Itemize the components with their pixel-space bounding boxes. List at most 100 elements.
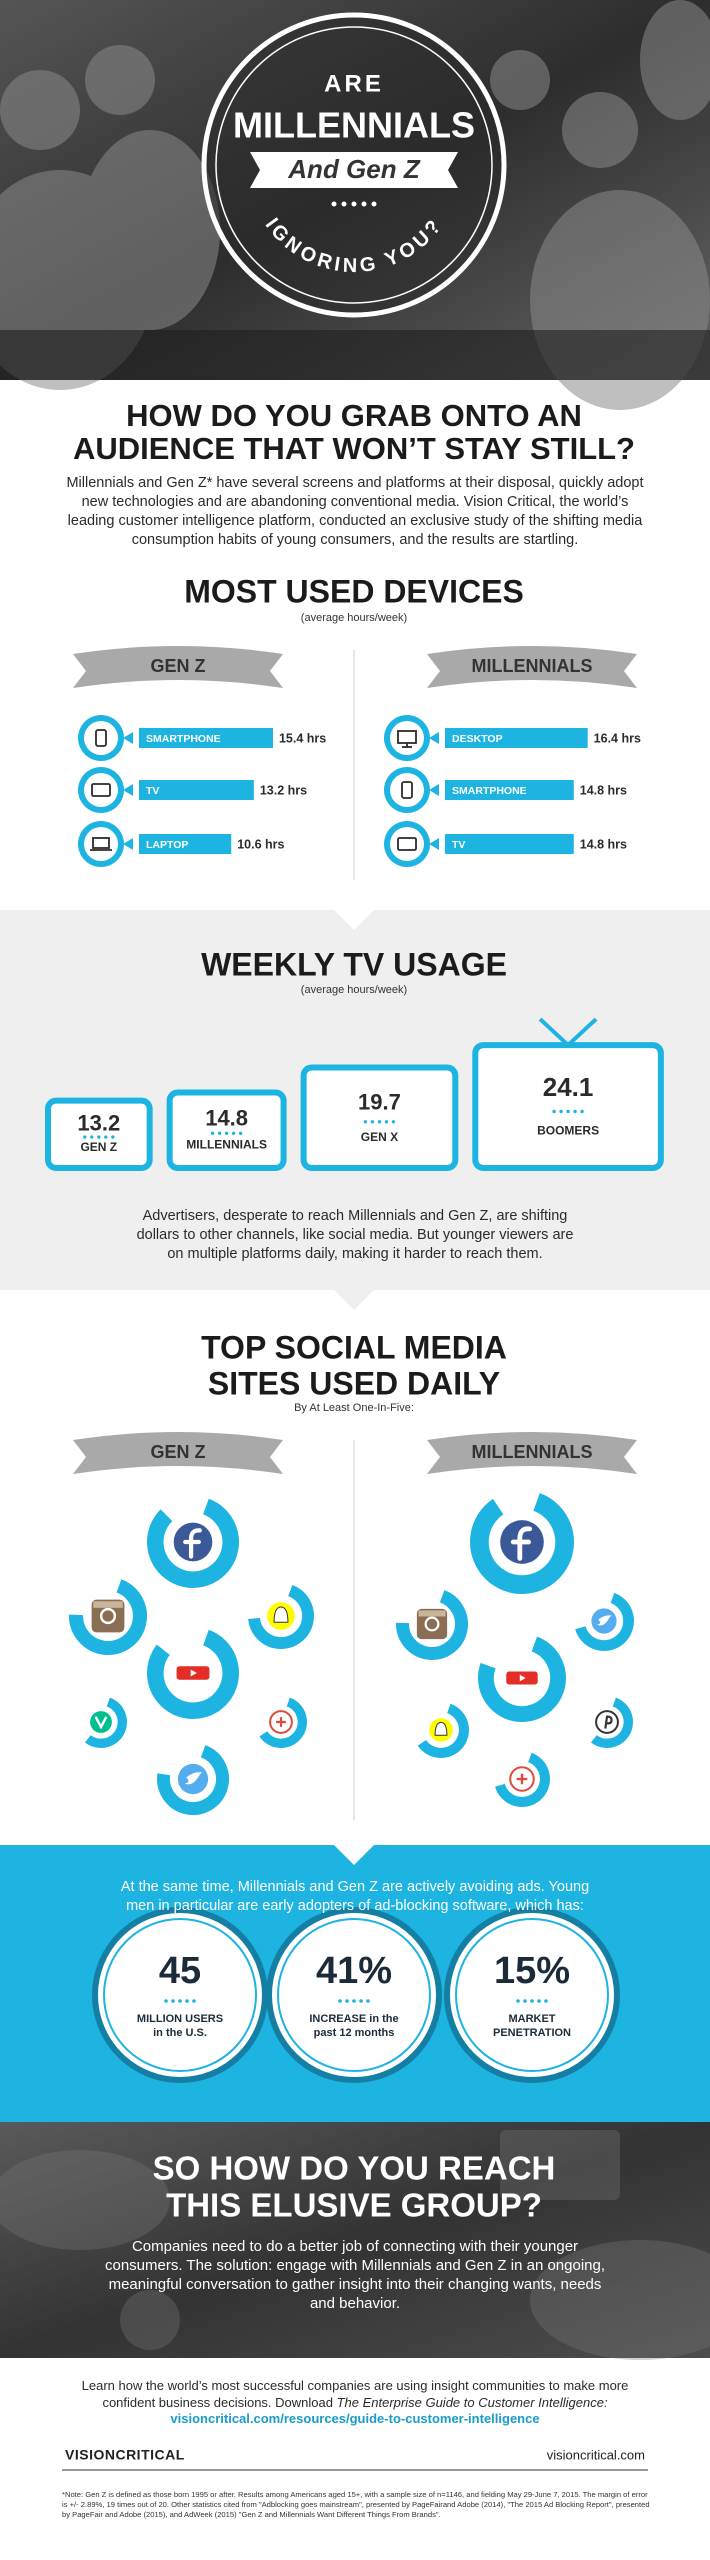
value-label: 15.4 hrs (279, 731, 326, 745)
logo-mark (510, 1526, 533, 1561)
value-label: 13.2 hrs (260, 783, 307, 797)
device-badge (429, 784, 439, 796)
logo-mark (516, 1773, 528, 1785)
stat-dot (338, 1999, 342, 2003)
tv-dot (566, 1109, 570, 1114)
tv-dot (370, 1120, 375, 1124)
stat-dot (185, 1999, 189, 2003)
bar-label: SMARTPHONE (146, 733, 221, 745)
stat-dot (345, 1999, 349, 2003)
ring (478, 1636, 566, 1722)
stat-circle-inner (277, 1918, 431, 2072)
tv-label: BOOMERS (537, 1123, 599, 1137)
stat-dot (178, 1999, 182, 2003)
social-title: TOP SOCIAL MEDIA (201, 1329, 507, 1365)
logo-mark (190, 1669, 197, 1677)
stat-dot (366, 1999, 370, 2003)
stat-value: 45 (159, 1950, 201, 1992)
ring (396, 1590, 468, 1660)
tv-dot (104, 1135, 108, 1139)
bar (139, 834, 232, 854)
device-badge (123, 732, 133, 744)
stat-label: past 12 months (314, 2027, 395, 2039)
logo-mark (99, 1607, 117, 1625)
bar (139, 728, 273, 748)
ring (470, 1493, 574, 1594)
bar-label: DESKTOP (452, 733, 503, 745)
stat-circle (444, 1907, 620, 2083)
logo-mark (418, 1610, 446, 1617)
ribbon (73, 646, 283, 688)
tv-dot (363, 1120, 368, 1124)
stat-label: MILLION USERS (137, 2013, 223, 2025)
bar (445, 728, 588, 748)
tv-dot (238, 1131, 243, 1135)
footnote: *Note: Gen Z is defined as those born 19… (62, 2490, 650, 2519)
logo-mark (273, 1606, 289, 1623)
tv-value: 24.1 (543, 1072, 594, 1102)
tv-label: GEN X (361, 1130, 398, 1144)
ring (248, 1585, 314, 1649)
tv-dot (210, 1131, 215, 1135)
logo-mark (424, 1616, 440, 1632)
device-icon (401, 781, 413, 799)
device-badge-inner (84, 827, 118, 861)
tv-label: GEN Z (80, 1140, 117, 1154)
logo-mark (604, 1715, 613, 1729)
intro-text: Millennials and Gen Z* have several scre… (66, 475, 644, 548)
tv-value: 13.2 (77, 1111, 120, 1136)
stat-circle (266, 1907, 442, 2083)
tv-dot (559, 1109, 563, 1114)
tv-dot (391, 1120, 396, 1124)
ring (417, 1703, 469, 1758)
tv-title: WEEKLY TV USAGE (201, 946, 507, 982)
ring (69, 1579, 147, 1655)
logo-mark (434, 1721, 448, 1736)
stat-label: in the U.S. (153, 2027, 207, 2039)
stat-circle-inner (103, 1918, 257, 2072)
ring (590, 1697, 633, 1748)
device-badge-inner (390, 773, 424, 807)
tv-antenna (566, 1017, 598, 1047)
tv-dot (83, 1135, 87, 1139)
logo-mark (94, 1716, 108, 1730)
brand: VISIONCRITICAL (65, 2447, 185, 2463)
device-badge-inner (390, 721, 424, 755)
ads-text: At the same time, Millennials and Gen Z … (120, 1879, 590, 1914)
stat-value: 15% (494, 1950, 570, 1992)
site[interactable]: visioncritical.com (547, 2447, 645, 2462)
tv-dot (231, 1131, 236, 1135)
ring (495, 1752, 550, 1807)
tv-antenna (538, 1017, 570, 1047)
notch (334, 1290, 374, 1310)
tv-label: MILLENNIALS (186, 1138, 267, 1152)
tv-text: Advertisers, desperate to reach Millenni… (136, 1208, 574, 1262)
devices-title: MOST USED DEVICES (184, 573, 524, 609)
logo-mark (276, 1717, 286, 1727)
tv-dot (111, 1135, 115, 1139)
device-badge-inner (390, 827, 424, 861)
ribbon (73, 1432, 283, 1474)
stat-value: 41% (316, 1950, 392, 1992)
reach-section (0, 2122, 710, 2358)
tv-dot (217, 1131, 222, 1135)
tv-dot (580, 1109, 584, 1114)
bar (445, 834, 574, 854)
device-badge-inner (84, 773, 118, 807)
ribbon-label: MILLENNIALS (472, 1442, 593, 1462)
value-label: 10.6 hrs (237, 837, 284, 851)
stat-label: MARKET (508, 2013, 555, 2025)
bar (445, 780, 574, 800)
footer-link[interactable]: visioncritical.com/resources/guide-to-cu… (170, 2411, 540, 2426)
emblem-line: ARE (324, 70, 384, 97)
devices-subtitle: (average hours/week) (301, 612, 407, 624)
notch (334, 910, 374, 930)
footer-italic: The Enterprise Guide to Customer Intelli… (336, 2394, 608, 2410)
bar-label: TV (146, 785, 159, 797)
ribbon (427, 1432, 637, 1474)
intro-title: AUDIENCE THAT WON’T STAY STILL? (73, 431, 635, 466)
tv-value: 14.8 (205, 1106, 248, 1131)
value-label: 14.8 hrs (580, 783, 627, 797)
